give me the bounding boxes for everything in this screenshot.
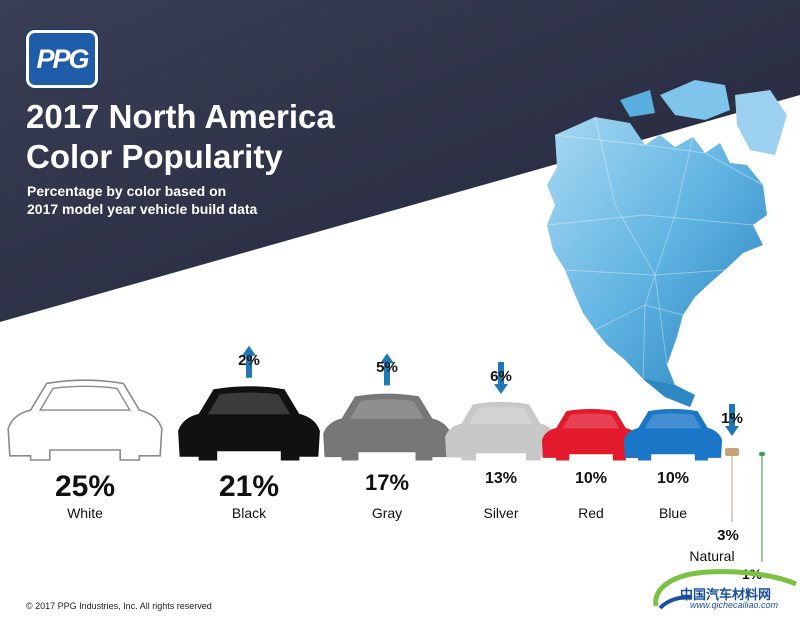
car-window-white bbox=[38, 385, 132, 411]
watermark-logo bbox=[653, 569, 798, 610]
change-label-black: 2% bbox=[238, 351, 260, 369]
car-window-red bbox=[562, 413, 620, 429]
car-bar-natural bbox=[725, 448, 739, 456]
value-label-red: 10% bbox=[574, 470, 608, 487]
category-label-blue: Blue bbox=[658, 505, 688, 521]
category-label-silver: Silver bbox=[483, 505, 519, 521]
north-america-map bbox=[546, 80, 787, 407]
category-label-white: White bbox=[67, 505, 103, 521]
subtitle-line-1: Percentage by color based on bbox=[27, 183, 227, 199]
value-label-silver: 13% bbox=[484, 470, 518, 487]
car-bar-red bbox=[541, 409, 641, 461]
map-landmass bbox=[547, 80, 787, 407]
category-label-natural: Natural bbox=[689, 548, 735, 564]
change-label-silver: 6% bbox=[490, 368, 512, 385]
page-title: 2017 North America Color Popularity bbox=[26, 97, 335, 177]
car-window-black bbox=[207, 392, 291, 415]
subtitle-line-2: 2017 model year vehicle build data bbox=[27, 201, 258, 217]
watermark-site-name: 中国汽车材料网 bbox=[680, 587, 772, 602]
value-label-natural: 3% bbox=[717, 527, 739, 544]
car-bar-black bbox=[178, 386, 320, 461]
copyright-text: © 2017 PPG Industries, Inc. All rights r… bbox=[26, 601, 212, 611]
value-label-gray: 17% bbox=[364, 470, 410, 495]
change-arrow-gray-up bbox=[380, 353, 394, 386]
change-label-gray: 5% bbox=[376, 359, 398, 377]
category-label-gray: Gray bbox=[371, 505, 403, 521]
car-bar-other bbox=[759, 452, 765, 456]
change-arrow-natural-down bbox=[725, 404, 739, 436]
car-window-gray bbox=[350, 399, 424, 419]
change-label-natural: 1% bbox=[721, 410, 743, 427]
car-window-silver bbox=[468, 406, 534, 424]
ppg-logo: PPG bbox=[26, 30, 98, 88]
change-arrow-silver-down bbox=[494, 362, 508, 395]
title-line-2: Color Popularity bbox=[26, 138, 283, 175]
watermark-url: www.qichecailiao.com bbox=[690, 600, 779, 610]
car-window-blue bbox=[644, 413, 702, 429]
title-line-1: 2017 North America bbox=[26, 98, 335, 135]
category-label-black: Black bbox=[231, 505, 267, 521]
car-bar-gray bbox=[323, 393, 451, 461]
value-label-blue: 10% bbox=[656, 470, 690, 487]
category-label-red: Red bbox=[578, 505, 604, 521]
car-bar-blue bbox=[623, 409, 723, 461]
value-label-white: 25% bbox=[54, 470, 116, 503]
change-arrow-black-up bbox=[242, 345, 256, 378]
page-subtitle: Percentage by color based on 2017 model … bbox=[27, 182, 257, 218]
car-bar-silver bbox=[445, 401, 557, 461]
value-label-black: 21% bbox=[218, 470, 280, 503]
